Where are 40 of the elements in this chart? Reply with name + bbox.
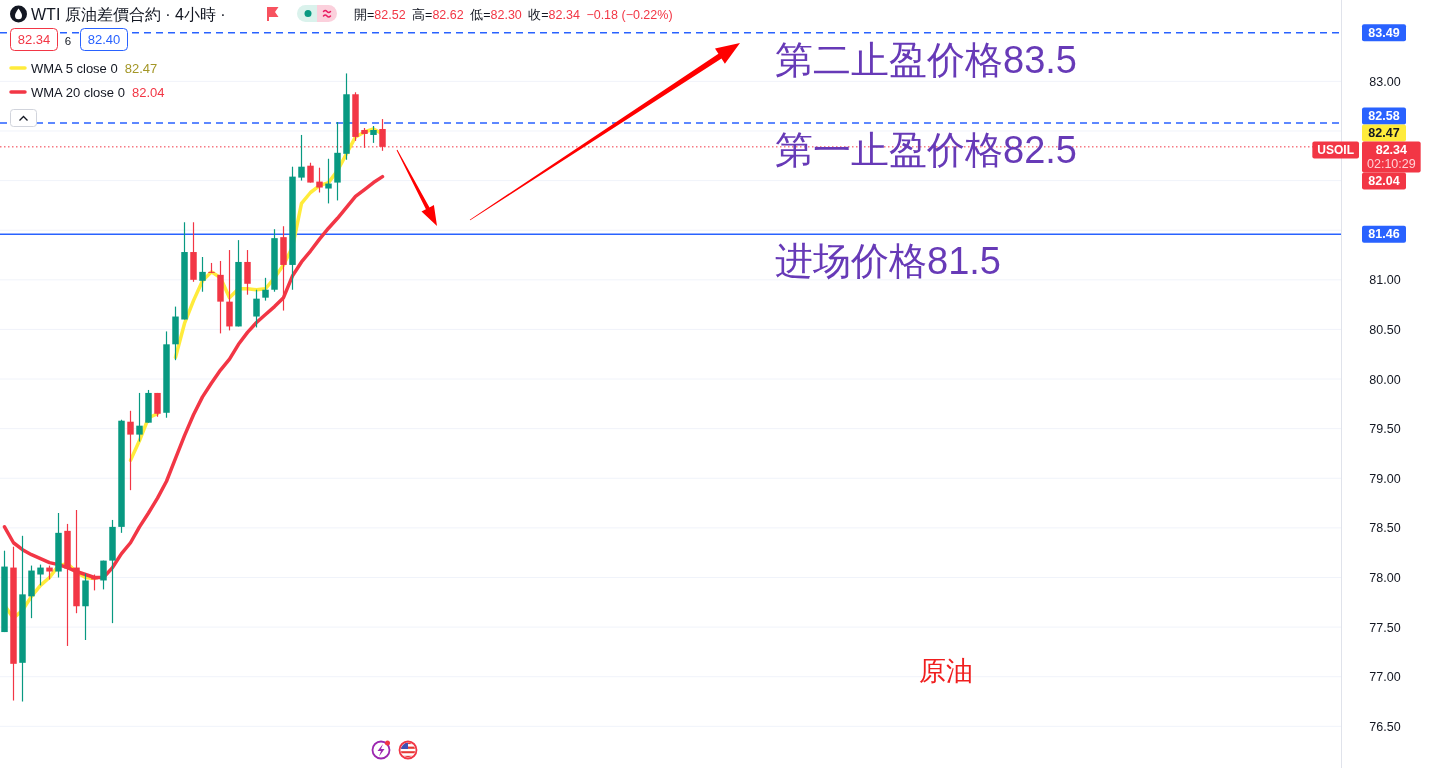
ref-line-label: 82.34 — [1375, 143, 1408, 158]
line-note: 第二止盈价格83.5 — [775, 38, 1077, 81]
line-note: 进场价格81.5 — [775, 240, 1001, 283]
y-tick-label: 81.00 — [1369, 273, 1401, 288]
ohlc-readout: 低=82.30 — [470, 7, 522, 22]
annotation: 82.34 — [17, 32, 51, 47]
ohlc-readout: 高=82.62 — [412, 7, 464, 22]
legend-label: WMA 5 close 0 — [31, 60, 118, 76]
axis-tag: 81.46 — [1362, 225, 1406, 243]
y-tick-label: 80.50 — [1369, 322, 1401, 337]
y-tick-label: 79.50 — [1369, 422, 1401, 437]
ref-line-label: 82.58 — [1368, 109, 1400, 124]
axis-tag: 82.58 — [1362, 107, 1406, 125]
legend-value: 82.04 — [131, 84, 165, 100]
ref-line-label: 81.46 — [1368, 227, 1400, 242]
axis-tag: 82.34 02:10:29 — [1362, 141, 1421, 173]
note: 原油 — [918, 656, 973, 686]
ohlc-readout: −0.18 (−0.22%) — [586, 7, 673, 22]
legend-label: WMA 20 close 0 — [31, 84, 125, 100]
ohlc-readout: 收=82.34 — [528, 7, 580, 22]
y-tick-label: 80.00 — [1369, 372, 1401, 387]
y-tick-label: 77.50 — [1369, 620, 1401, 635]
annotation: USOIL — [1317, 143, 1354, 158]
y-tick-label: 77.00 — [1369, 670, 1401, 685]
button-price: 82.40 — [80, 28, 128, 51]
title: WTI 原油差價合約 · 4小時 · — [31, 5, 226, 23]
legend-value: 82.47 — [124, 60, 158, 76]
axis-tag: 83.49 — [1362, 24, 1406, 42]
y-tick-label: 78.00 — [1369, 571, 1401, 585]
annotation: 82.40 — [87, 32, 121, 47]
y-tick-label: 78.50 — [1369, 521, 1401, 536]
button-price: 82.34 — [10, 28, 58, 51]
line-note: 第一止盈价格82.5 — [775, 129, 1077, 172]
y-tick-label: 83.00 — [1369, 74, 1401, 89]
y-tick-label: 76.50 — [1369, 719, 1401, 734]
ohlc-readout: 開=82.52 — [354, 7, 406, 22]
y-tick-label: 79.00 — [1369, 471, 1401, 486]
spread: 6 — [64, 34, 72, 47]
ref-line-label: 83.49 — [1368, 25, 1400, 40]
symbol-tag: USOIL — [1312, 141, 1359, 159]
